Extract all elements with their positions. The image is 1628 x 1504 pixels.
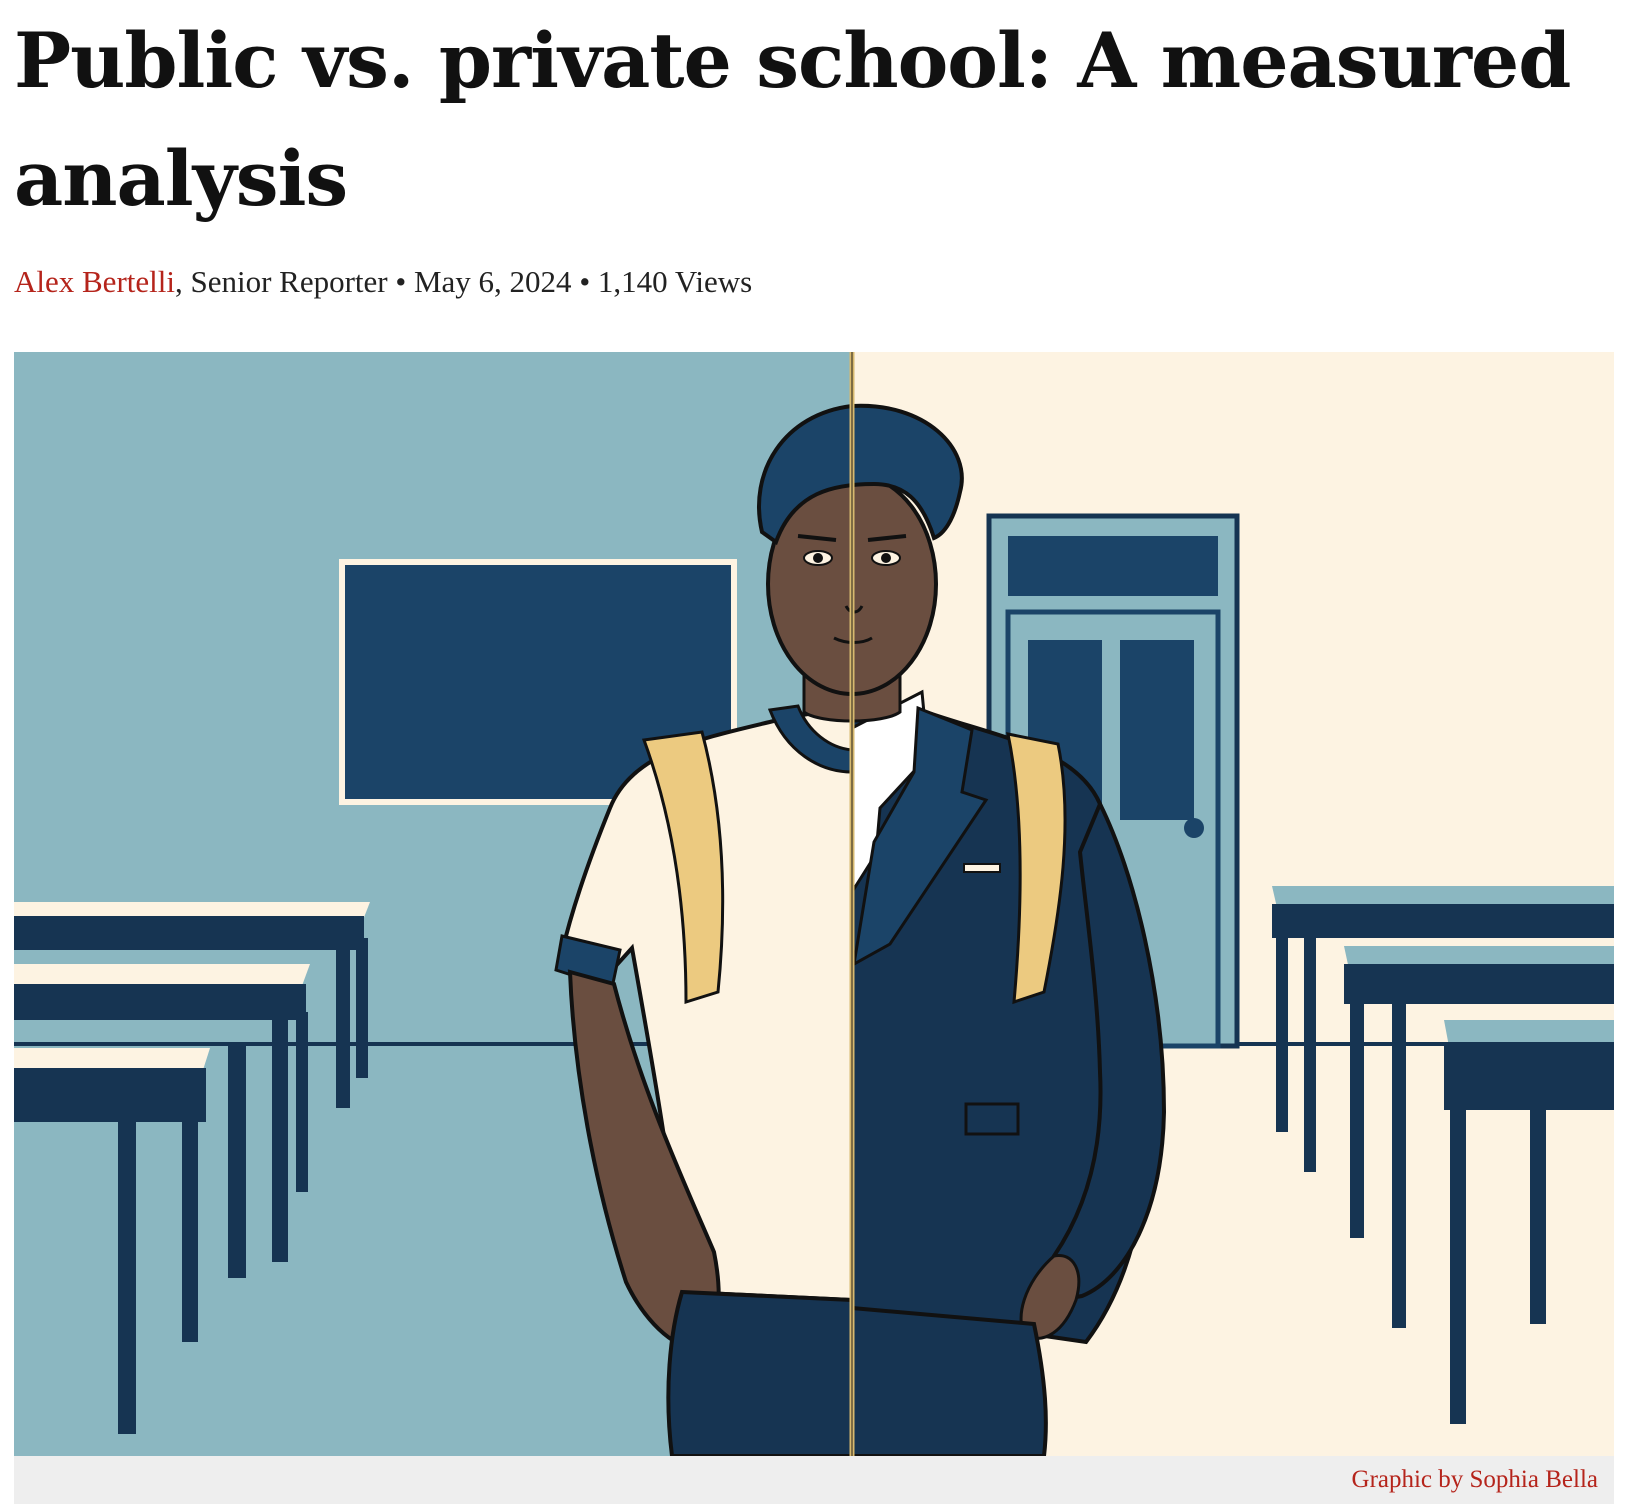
view-count: 1,140 Views xyxy=(597,264,753,299)
article-headline: Public vs. private school: A measured an… xyxy=(14,16,1571,223)
byline: Alex Bertelli, Senior Reporter • May 6, … xyxy=(14,264,752,300)
author-title: , Senior Reporter xyxy=(174,264,388,299)
publish-date: May 6, 2024 xyxy=(413,264,572,299)
author-link[interactable]: Alex Bertelli xyxy=(14,264,175,299)
public-pants xyxy=(666,1289,854,1456)
student-illustration xyxy=(14,352,1614,1456)
backpack-strap-left xyxy=(641,730,725,1005)
right-hand xyxy=(1019,1254,1081,1340)
caption-bar: Graphic by Sophia Bella xyxy=(14,1456,1614,1504)
name-pin xyxy=(963,863,1001,873)
byline-separator: • xyxy=(387,264,414,299)
blazer-lapel xyxy=(852,705,989,967)
private-desks xyxy=(1272,886,1614,1424)
byline-separator: • xyxy=(571,264,598,299)
public-desks xyxy=(14,902,370,1434)
blazer-pocket xyxy=(964,1102,1020,1136)
featured-illustration xyxy=(14,352,1614,1456)
photo-credit: Graphic by Sophia Bella xyxy=(1351,1466,1598,1493)
private-pants xyxy=(850,1305,1048,1456)
backpack-strap-right xyxy=(1006,732,1067,1005)
